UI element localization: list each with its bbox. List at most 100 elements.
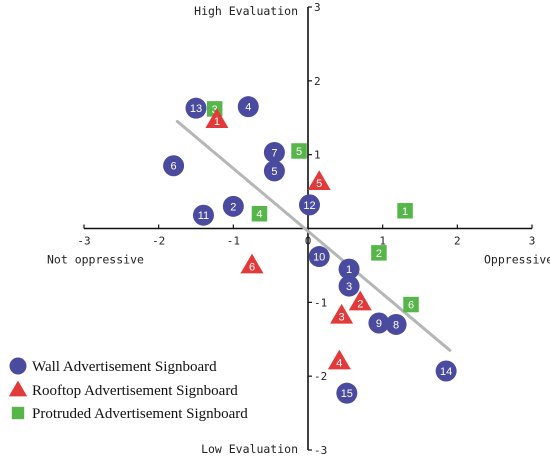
data-point-label: 5	[316, 178, 322, 190]
legend-label: Wall Advertisement Signboard	[32, 359, 217, 375]
data-point: 4	[327, 349, 351, 370]
circle-marker	[185, 97, 207, 119]
square-marker	[291, 143, 307, 159]
x-tick-label: 1	[379, 235, 386, 248]
y-tick-label: -1	[314, 296, 327, 309]
circle-marker	[192, 204, 214, 226]
left-axis-label: Not oppressive	[47, 253, 144, 267]
y-tick-label: -3	[314, 444, 327, 457]
x-tick-label: -3	[77, 235, 90, 248]
data-point: 2	[371, 245, 387, 261]
data-point: 4	[237, 96, 259, 118]
data-point-label: 1	[402, 206, 408, 218]
data-point: 1	[397, 203, 413, 219]
data-point: 4	[251, 205, 268, 222]
data-point-label: 5	[296, 146, 302, 158]
data-point: 14	[435, 360, 457, 382]
data-point: 5	[291, 143, 307, 159]
circle-marker	[263, 160, 285, 182]
data-point-label: 4	[256, 209, 262, 221]
data-point-label: 9	[376, 318, 382, 330]
circle-marker	[308, 246, 330, 268]
circle-marker	[163, 155, 185, 177]
data-point-label: 15	[341, 388, 353, 400]
x-tick-label: -1	[227, 235, 240, 248]
data-point-label: 6	[171, 161, 177, 173]
circle-marker	[263, 141, 285, 163]
legend-label: Protruded Advertisement Signboard	[32, 406, 248, 422]
data-point-label: 4	[245, 102, 251, 114]
triangle-marker	[330, 303, 354, 324]
circle-marker	[338, 258, 360, 280]
data-point-label: 14	[440, 366, 452, 378]
square-marker	[397, 203, 413, 219]
data-point-label: 3	[346, 281, 352, 293]
legend-triangle-marker	[8, 380, 28, 397]
legend-item: Rooftop Advertisement Signboard	[8, 380, 238, 399]
legend-label: Rooftop Advertisement Signboard	[32, 383, 238, 399]
square-marker	[403, 296, 419, 313]
circle-marker	[385, 313, 407, 335]
data-point: 10	[308, 246, 330, 268]
data-point-label: 8	[393, 319, 399, 331]
data-point-label: 3	[339, 312, 345, 324]
y-tick-label: 2	[314, 75, 321, 88]
data-point: 2	[222, 195, 244, 217]
circle-marker	[237, 96, 259, 118]
x-tick-label: -2	[152, 235, 165, 248]
circle-marker	[298, 194, 320, 216]
triangle-marker	[307, 170, 331, 190]
circle-marker	[435, 360, 457, 382]
circle-marker	[368, 312, 390, 334]
data-point-label: 5	[271, 166, 277, 178]
data-point-label: 1	[346, 264, 352, 276]
data-point-label: 2	[376, 248, 382, 260]
data-point: 1	[205, 108, 229, 128]
data-point: 12	[298, 194, 320, 216]
data-point-label: 1	[214, 116, 220, 128]
data-point: 6	[403, 296, 419, 313]
circle-marker	[336, 382, 358, 404]
data-point-label: 13	[190, 103, 202, 115]
legend: Wall Advertisement Signboard Rooftop Adve…	[8, 357, 248, 422]
data-point: 3	[338, 275, 360, 297]
x-tick-label: 2	[454, 235, 461, 248]
data-point-label: 2	[357, 298, 363, 310]
data-point: 5	[263, 160, 285, 182]
y-tick-label: 1	[314, 149, 321, 162]
data-point-label: 3	[212, 104, 218, 116]
y-tick-label: 3	[314, 1, 321, 14]
data-point-label: 6	[249, 261, 255, 273]
data-point-label: 6	[408, 300, 414, 312]
bottom-axis-label: Low Evaluation	[201, 442, 298, 456]
data-point-label: 4	[336, 357, 342, 369]
data-point-label: 11	[198, 210, 209, 222]
square-marker	[251, 205, 268, 222]
circle-marker	[222, 195, 244, 217]
data-point: 6	[240, 253, 264, 273]
y-tick-label: -2	[314, 370, 327, 383]
data-point-label: 10	[313, 252, 325, 264]
data-point: 15	[336, 382, 358, 404]
data-point-label: 12	[303, 200, 315, 212]
legend-circle-marker	[9, 357, 27, 375]
data-point: 13	[185, 97, 207, 119]
triangle-marker	[327, 349, 351, 370]
data-point: 5	[307, 170, 331, 190]
x-tick-label: 0	[305, 235, 312, 248]
data-point: 8	[385, 313, 407, 335]
data-point-label: 7	[271, 147, 277, 159]
data-point: 6	[163, 155, 185, 177]
triangle-marker	[348, 290, 372, 311]
square-marker	[371, 245, 387, 261]
circle-marker	[338, 275, 360, 297]
right-axis-label: Oppressive	[484, 253, 550, 267]
top-axis-label: High Evaluation	[194, 4, 298, 18]
data-point: 1	[338, 258, 360, 280]
data-point: 2	[348, 290, 372, 311]
data-point: 11	[192, 204, 214, 226]
data-point: 3	[330, 303, 354, 324]
